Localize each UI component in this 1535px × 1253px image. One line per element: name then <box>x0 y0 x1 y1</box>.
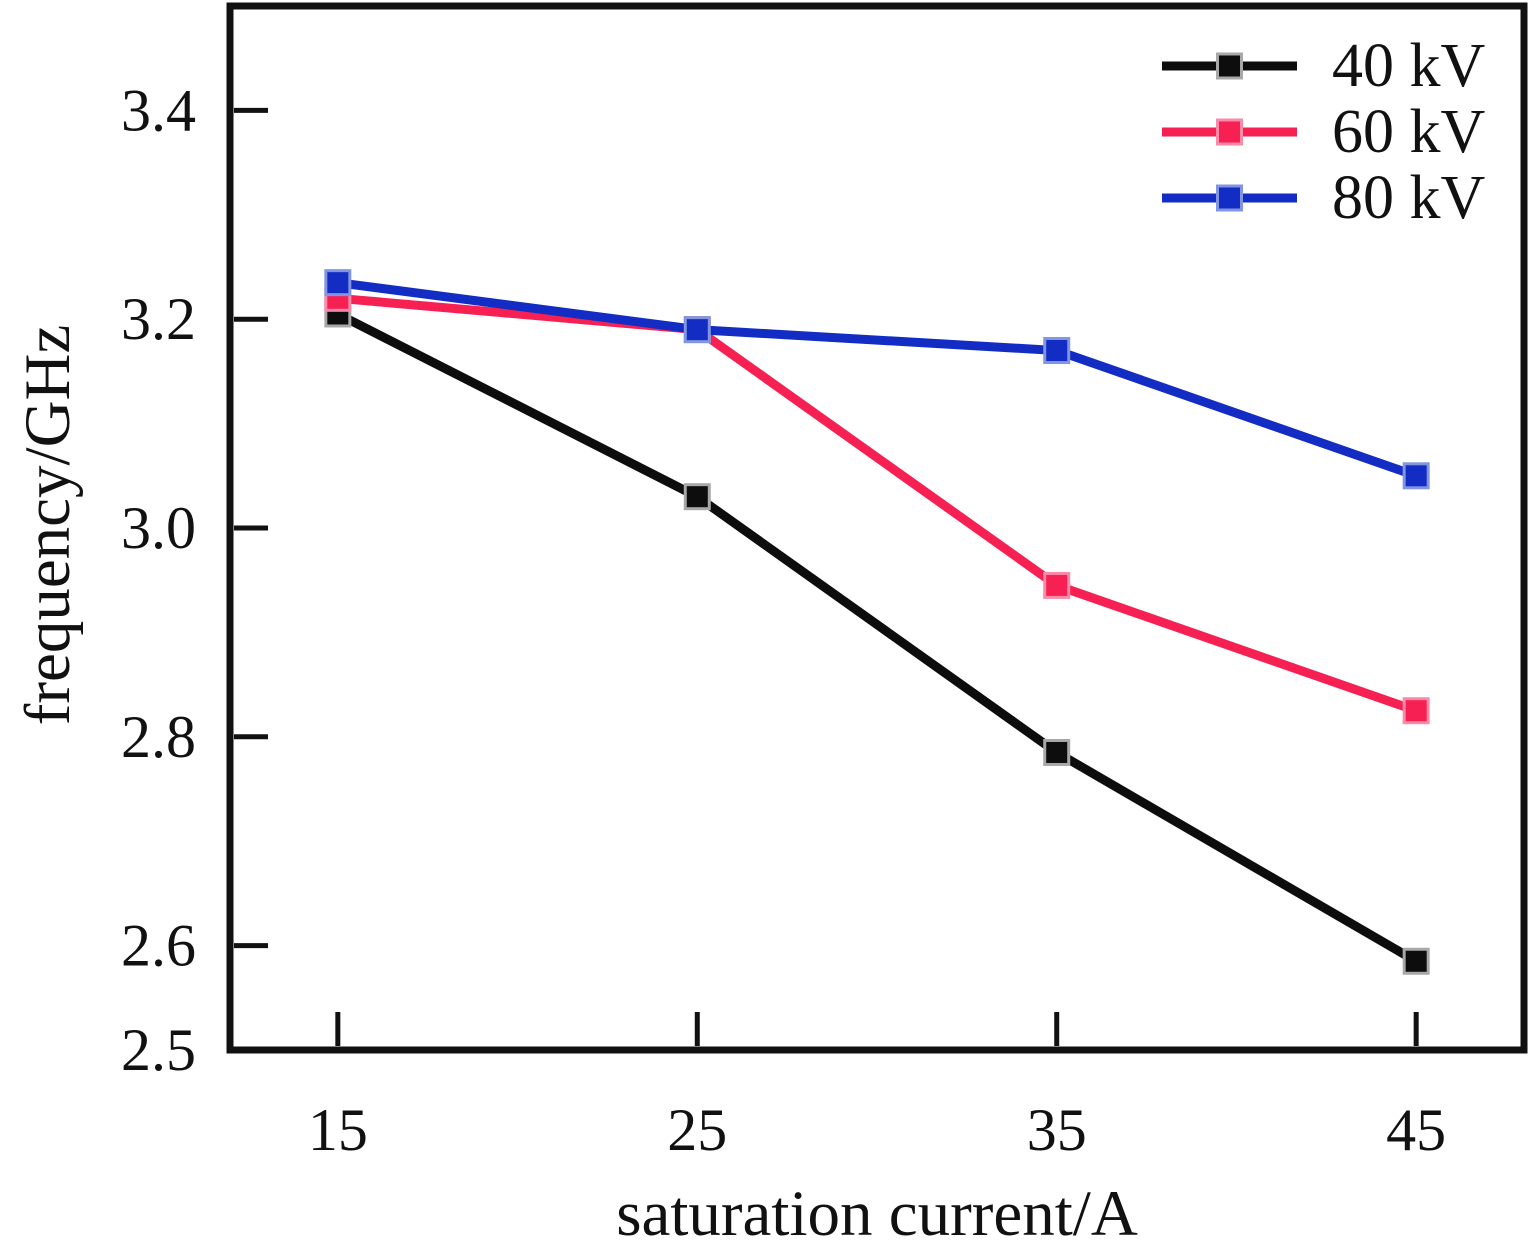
data-point-marker <box>1402 947 1430 975</box>
legend-marker <box>1216 184 1243 212</box>
x-tick-label: 15 <box>308 1097 368 1163</box>
legend-entry-40-kV: 40 kV <box>1162 32 1486 100</box>
series-line <box>337 278 1418 481</box>
axis-ticks <box>234 107 1419 1053</box>
legend-entry-80-kV: 80 kV <box>1162 164 1486 232</box>
data-point-marker <box>683 316 711 344</box>
legend-label: 60 kV <box>1332 98 1486 166</box>
y-tick-label: 2.5 <box>121 1017 196 1083</box>
data-point-marker <box>1043 738 1071 766</box>
y-tick-label: 3.0 <box>121 495 196 561</box>
data-point-marker <box>1402 697 1430 725</box>
data-point-marker <box>324 269 352 297</box>
y-tick-label: 3.4 <box>121 77 196 143</box>
x-tick-label: 45 <box>1386 1097 1446 1163</box>
x-tick-label: 25 <box>667 1097 727 1163</box>
y-tick-label: 2.8 <box>121 704 196 770</box>
plot-frame <box>226 2 1528 1054</box>
legend-marker <box>1216 118 1243 146</box>
series-60-kV <box>324 284 1430 725</box>
data-point-marker <box>1043 337 1071 365</box>
legend-label: 40 kV <box>1332 32 1486 100</box>
data-point-marker <box>683 483 711 511</box>
data-point-marker <box>1402 462 1430 490</box>
x-tick-label: 35 <box>1027 1097 1087 1163</box>
series-40-kV <box>324 300 1430 975</box>
x-axis-title: saturation current/A <box>616 1178 1138 1250</box>
y-tick-label: 2.6 <box>121 913 196 979</box>
data-series <box>324 269 1430 975</box>
legend-marker <box>1216 52 1243 80</box>
legend-label: 80 kV <box>1332 164 1486 232</box>
series-line <box>335 309 1419 966</box>
series-80-kV <box>324 269 1430 490</box>
data-point-marker <box>1043 571 1071 599</box>
legend-entry-60-kV: 60 kV <box>1162 98 1486 166</box>
series-line <box>337 293 1418 715</box>
y-tick-label: 3.2 <box>121 286 196 352</box>
axis-tick-labels: 15 25 35 45 2.5 2.6 2.8 3.0 3.2 3.4 <box>121 77 1446 1163</box>
y-axis-title: frequency/GHz <box>12 325 84 726</box>
